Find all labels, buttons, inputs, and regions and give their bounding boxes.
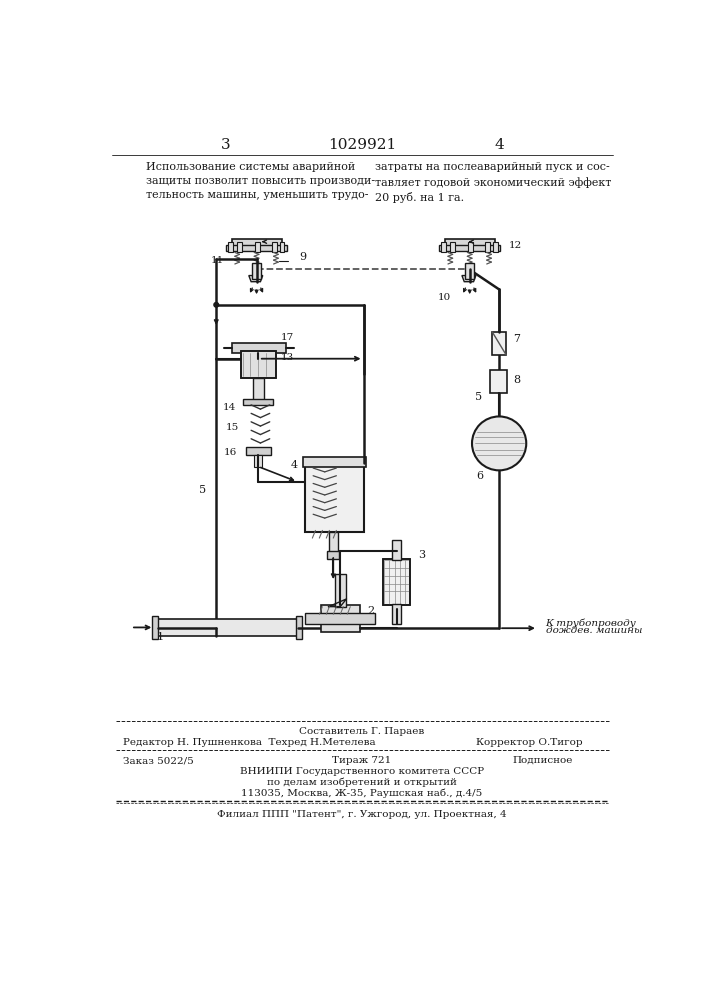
Bar <box>490 370 507 393</box>
Text: Заказ 5022/5: Заказ 5022/5 <box>123 756 194 765</box>
Polygon shape <box>462 276 476 282</box>
Bar <box>232 343 286 353</box>
Bar <box>252 263 261 279</box>
Text: Составитель Г. Параев: Составитель Г. Параев <box>299 727 425 736</box>
Text: Тираж 721: Тираж 721 <box>332 756 392 765</box>
Text: 13: 13 <box>281 353 294 362</box>
Bar <box>226 245 287 251</box>
Bar <box>154 619 298 636</box>
Text: 7: 7 <box>513 334 520 344</box>
Text: 3: 3 <box>221 138 230 152</box>
Text: 113035, Москва, Ж-35, Раушская наб., д.4/5: 113035, Москва, Ж-35, Раушская наб., д.4… <box>241 788 483 798</box>
Text: 5: 5 <box>475 392 482 402</box>
Text: 1: 1 <box>156 632 164 642</box>
Text: 12: 12 <box>509 241 522 250</box>
Text: 15: 15 <box>226 424 240 432</box>
Text: 4: 4 <box>291 460 298 470</box>
Bar <box>440 245 500 251</box>
Text: Использование системы аварийной
защиты позволит повысить производи-
тельность ма: Использование системы аварийной защиты п… <box>146 162 375 200</box>
Bar <box>272 242 276 252</box>
Bar <box>152 616 158 639</box>
Circle shape <box>214 302 218 307</box>
Bar <box>228 242 233 252</box>
Bar <box>243 399 273 405</box>
Bar <box>450 242 455 252</box>
Bar <box>305 463 363 532</box>
Text: Редактор Н. Пушненкова  Техред Н.Метелева: Редактор Н. Пушненкова Техред Н.Метелева <box>123 738 376 747</box>
Text: ВНИИПИ Государственного комитета СССР: ВНИИПИ Государственного комитета СССР <box>240 767 484 776</box>
Bar <box>280 242 284 252</box>
Bar <box>255 455 262 466</box>
Bar <box>241 351 276 378</box>
Text: Подписное: Подписное <box>513 756 573 765</box>
Bar <box>303 457 366 466</box>
Text: 8: 8 <box>513 375 520 385</box>
Text: 1029921: 1029921 <box>328 138 396 152</box>
Text: 4: 4 <box>494 138 504 152</box>
Text: по делам изобретений и открытий: по делам изобретений и открытий <box>267 777 457 787</box>
Circle shape <box>472 416 526 470</box>
Bar <box>237 242 242 252</box>
Bar <box>335 574 346 607</box>
Bar <box>441 242 445 252</box>
Polygon shape <box>249 276 263 282</box>
Bar <box>329 532 338 555</box>
Bar <box>445 239 495 247</box>
Bar <box>392 604 402 624</box>
Text: 6: 6 <box>477 471 484 481</box>
Bar <box>305 613 375 624</box>
Bar <box>253 378 264 401</box>
Text: 3: 3 <box>418 550 425 560</box>
Text: затраты на послеаварийный пуск и сос-
тавляет годовой экономический эффект
20 ру: затраты на послеаварийный пуск и сос- та… <box>375 162 612 203</box>
Bar <box>485 242 490 252</box>
Text: 17: 17 <box>281 333 294 342</box>
Bar <box>492 332 506 355</box>
Text: 11: 11 <box>211 256 224 265</box>
Text: дождев. машины: дождев. машины <box>546 626 642 635</box>
Text: К трубопроводу: К трубопроводу <box>546 618 636 628</box>
Bar <box>392 540 402 560</box>
Text: Филиал ППП "Патент", г. Ужгород, ул. Проектная, 4: Филиал ППП "Патент", г. Ужгород, ул. Про… <box>217 810 507 819</box>
Bar <box>255 242 259 252</box>
Text: 10: 10 <box>438 293 451 302</box>
Bar <box>321 605 360 632</box>
Bar <box>246 447 271 455</box>
Text: Корректор О.Тигор: Корректор О.Тигор <box>476 738 583 747</box>
Text: 5: 5 <box>199 485 206 495</box>
Bar <box>241 351 276 378</box>
Text: 2: 2 <box>368 606 375 616</box>
Text: 9: 9 <box>299 252 306 262</box>
Bar <box>296 616 303 639</box>
Bar <box>468 242 473 252</box>
Bar <box>465 263 474 279</box>
Bar <box>383 559 410 605</box>
Bar <box>327 551 339 559</box>
Bar <box>383 559 410 605</box>
Text: 14: 14 <box>223 403 235 412</box>
Text: 16: 16 <box>224 448 237 457</box>
Bar <box>493 242 498 252</box>
Bar <box>232 239 282 247</box>
